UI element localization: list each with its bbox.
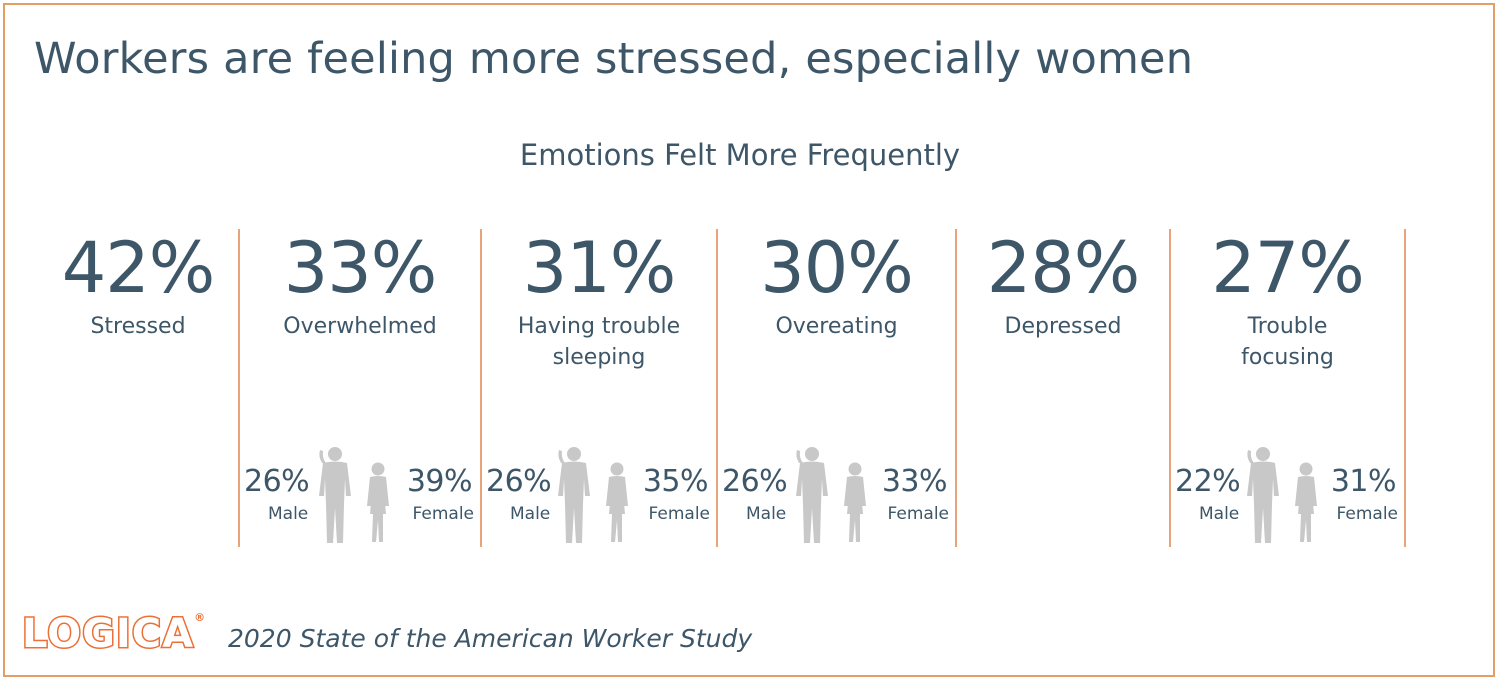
male-label: Male <box>268 504 309 524</box>
column-divider <box>955 229 957 547</box>
stat-value: 28% <box>986 227 1141 309</box>
male-value: 26% <box>244 464 310 499</box>
male-label: Male <box>746 504 787 524</box>
male-figure-icon <box>1242 446 1284 548</box>
stat-label: Depressed <box>1004 314 1122 339</box>
stat-label: Overwhelmed <box>283 314 437 339</box>
stat-column: 33% Overwhelmed 26% Male 39% Female <box>240 228 480 548</box>
stat-label: Having trouble sleeping <box>517 314 681 370</box>
page-title: Workers are feeling more stressed, espec… <box>34 34 1194 84</box>
column-divider <box>1404 229 1406 547</box>
stat-value: 42% <box>61 227 216 309</box>
female-label: Female <box>412 504 474 524</box>
male-figure-icon <box>553 446 595 548</box>
female-figure-icon <box>601 462 633 548</box>
female-figure-icon <box>1290 462 1322 548</box>
stat-label: Stressed <box>90 314 186 339</box>
column-divider <box>480 229 482 547</box>
female-label: Female <box>648 504 710 524</box>
female-value: 35% <box>642 464 709 499</box>
stat-column: 30% Overeating 26% Male 33% Female <box>718 228 955 548</box>
female-label: Female <box>887 504 949 524</box>
female-label: Female <box>1336 504 1398 524</box>
male-figure-icon <box>314 446 356 548</box>
stat-column: 31% Having trouble sleeping 26% Male 35% Fema… <box>482 228 716 548</box>
stat-label: Trouble focusing <box>1241 314 1334 370</box>
stat-column: 27% Trouble focusing 22% Male 31% Female <box>1171 228 1404 548</box>
registered-mark: ® <box>194 611 207 624</box>
female-value: 33% <box>881 464 948 499</box>
column-divider <box>1169 229 1171 547</box>
stat-value: 27% <box>1211 227 1365 309</box>
stat-value: 33% <box>283 227 438 309</box>
male-label: Male <box>510 504 551 524</box>
stat-value: 31% <box>522 227 677 309</box>
gender-breakdown: 26% Male 33% Female <box>718 447 955 548</box>
source-note: 2020 State of the American Worker Study <box>228 624 753 653</box>
stat-column: 28% Depressed <box>957 228 1169 548</box>
gender-breakdown: 22% Male 31% Female <box>1171 447 1404 548</box>
male-label: Male <box>1199 504 1240 524</box>
female-figure-icon <box>362 462 394 548</box>
stat-label: Overeating <box>775 314 898 339</box>
stat-value: 30% <box>760 227 914 309</box>
male-value: 22% <box>1175 464 1241 499</box>
column-divider <box>716 229 718 547</box>
column-divider <box>238 229 240 547</box>
chart-title: Emotions Felt More Frequently <box>519 138 961 172</box>
female-value: 31% <box>1330 464 1397 499</box>
gender-breakdown: 26% Male 39% Female <box>240 447 480 548</box>
female-figure-icon <box>839 462 871 548</box>
female-value: 39% <box>406 464 473 499</box>
male-value: 26% <box>486 464 552 499</box>
logica-logo: LOGICA® <box>20 610 207 659</box>
chart-frame <box>3 3 1495 677</box>
male-value: 26% <box>722 464 788 499</box>
logo-text: LOGICA <box>20 610 195 659</box>
gender-breakdown: 26% Male 35% Female <box>482 447 716 548</box>
stat-column: 42% Stressed <box>40 228 236 548</box>
male-figure-icon <box>791 446 833 548</box>
